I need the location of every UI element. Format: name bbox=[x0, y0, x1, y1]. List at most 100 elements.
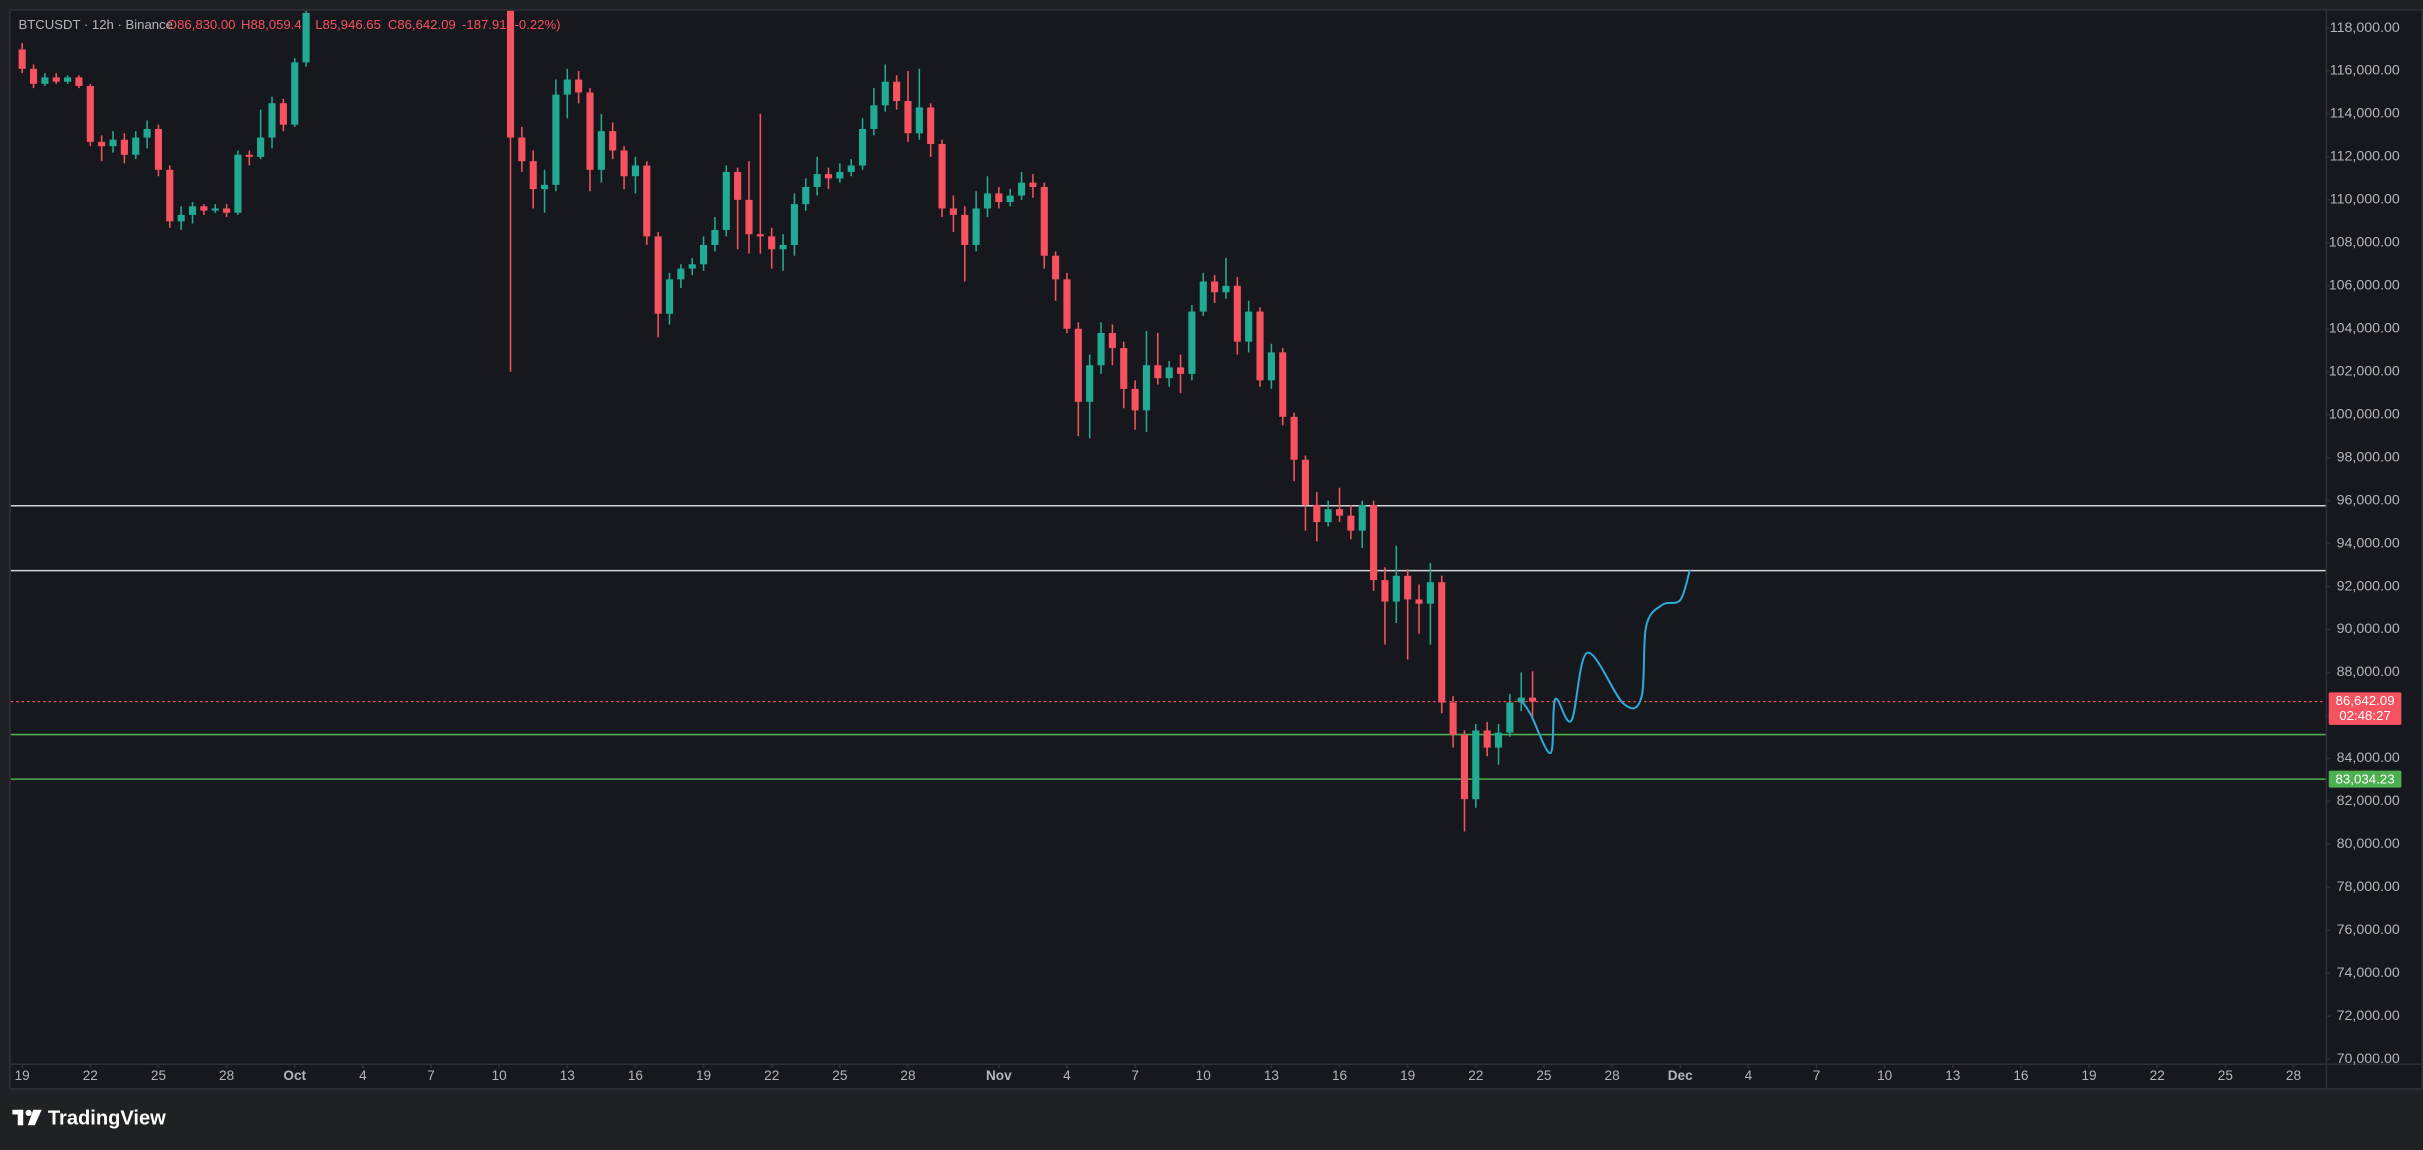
candle-body bbox=[188, 206, 197, 215]
candle-body bbox=[961, 214, 969, 245]
candle-body bbox=[1154, 365, 1162, 379]
candle-body bbox=[41, 77, 49, 84]
candle-body bbox=[143, 128, 151, 138]
last-price-box bbox=[2328, 692, 2402, 725]
candle-body bbox=[64, 77, 72, 82]
x-tick-label: 4 bbox=[359, 1068, 367, 1083]
candle-body bbox=[1211, 281, 1219, 293]
candle-body bbox=[211, 208, 219, 211]
candle-body bbox=[1358, 504, 1366, 531]
candle-body bbox=[575, 79, 583, 93]
candle-body bbox=[756, 234, 764, 237]
x-tick-label: 28 bbox=[219, 1068, 234, 1083]
candle-body bbox=[1381, 580, 1389, 602]
plot-area bbox=[10, 10, 2326, 832]
candle-body bbox=[1029, 182, 1037, 187]
x-tick-label: 28 bbox=[900, 1068, 915, 1083]
candle-body bbox=[1290, 416, 1298, 460]
price-label-box bbox=[2328, 770, 2402, 788]
candle-body bbox=[1074, 328, 1082, 402]
candle-body bbox=[1347, 515, 1355, 531]
ohlc-open: O86,830.00 bbox=[167, 17, 236, 32]
y-tick-label: 82,000.00 bbox=[2337, 793, 2400, 809]
y-tick-label: 110,000.00 bbox=[2330, 192, 2400, 208]
candle-body bbox=[1040, 186, 1048, 256]
y-tick-label: 92,000.00 bbox=[2337, 578, 2400, 594]
overlay: BTCUSDT · 12h · Binance O86,830.00 H88,0… bbox=[12, 17, 561, 1129]
y-tick-label: 78,000.00 bbox=[2337, 879, 2400, 895]
x-tick-label: 28 bbox=[1605, 1068, 1620, 1083]
candle-body bbox=[949, 208, 957, 215]
candle-body bbox=[279, 103, 287, 125]
candle-body bbox=[563, 79, 571, 95]
candle-body bbox=[597, 131, 605, 170]
candle-body bbox=[75, 77, 83, 87]
x-tick-label: 22 bbox=[2150, 1068, 2165, 1083]
candle-body bbox=[1188, 311, 1196, 374]
candle-body bbox=[1176, 367, 1185, 374]
candle-body bbox=[1313, 504, 1321, 523]
candle-body bbox=[223, 208, 231, 213]
y-tick-label: 72,000.00 bbox=[2337, 1008, 2400, 1024]
candle-body bbox=[109, 139, 117, 147]
candle-body bbox=[1392, 575, 1400, 602]
candle-body bbox=[18, 49, 26, 69]
candle-body bbox=[1097, 333, 1105, 366]
brand-name: TradingView bbox=[48, 1107, 166, 1129]
candle-body bbox=[790, 204, 798, 245]
candle-body bbox=[1449, 702, 1457, 735]
candle-body bbox=[802, 186, 810, 205]
x-tick-label: 19 bbox=[1400, 1068, 1415, 1083]
candle-body bbox=[506, 10, 515, 138]
y-tick-label: 80,000.00 bbox=[2337, 836, 2400, 852]
y-tick-label: 108,000.00 bbox=[2329, 235, 2400, 251]
candle-body bbox=[132, 137, 140, 155]
candle-body bbox=[745, 199, 753, 235]
candle-body bbox=[541, 184, 549, 190]
candle-body bbox=[893, 81, 901, 102]
x-tick-label: 19 bbox=[15, 1068, 30, 1083]
x-tick-label: 10 bbox=[1196, 1068, 1212, 1083]
x-tick-label: 25 bbox=[832, 1068, 847, 1083]
candle-body bbox=[847, 165, 855, 172]
x-tick-label: 22 bbox=[83, 1068, 98, 1083]
x-tick-label: 7 bbox=[427, 1068, 435, 1083]
y-tick-label: 102,000.00 bbox=[2329, 363, 2400, 379]
candle-body bbox=[688, 264, 696, 269]
x-tick-label: 16 bbox=[1332, 1068, 1347, 1083]
x-tick-label: 7 bbox=[1131, 1068, 1139, 1083]
x-tick-label: Nov bbox=[986, 1068, 1012, 1083]
x-tick-label: 28 bbox=[2286, 1068, 2301, 1083]
candle-body bbox=[1199, 281, 1207, 312]
candle-body bbox=[1267, 352, 1275, 381]
candle-body bbox=[711, 229, 719, 245]
y-tick-label: 116,000.00 bbox=[2330, 63, 2400, 79]
candle-body bbox=[1131, 388, 1139, 411]
last-price-label: 86,642.09 bbox=[2336, 693, 2395, 708]
y-tick-label: 94,000.00 bbox=[2337, 535, 2400, 551]
candle-body bbox=[779, 244, 787, 250]
x-tick-label: Dec bbox=[1668, 1068, 1693, 1083]
ohlc-close: C86,642.09 bbox=[388, 17, 456, 32]
axes: 70,000.00 72,000.00 74,000.00 76,000.00 78,0… bbox=[15, 20, 2402, 1083]
x-tick-label: 19 bbox=[2081, 1068, 2096, 1083]
y-tick-label: 114,000.00 bbox=[2330, 106, 2400, 122]
candle-body bbox=[631, 165, 639, 177]
candle-body bbox=[722, 171, 730, 230]
candle-body bbox=[166, 169, 174, 222]
x-tick-label: 19 bbox=[696, 1068, 711, 1083]
candle-body bbox=[654, 236, 662, 314]
candle-body bbox=[1063, 279, 1071, 329]
logo-dot bbox=[25, 1109, 32, 1116]
candle-body bbox=[1506, 702, 1514, 733]
candle-body bbox=[154, 128, 163, 170]
x-tick-label: 10 bbox=[492, 1068, 508, 1083]
candle-body bbox=[870, 105, 878, 129]
candle-body bbox=[927, 107, 935, 145]
candle-body bbox=[200, 206, 208, 211]
candle-body bbox=[620, 150, 628, 177]
candle-body bbox=[52, 77, 60, 82]
candle-body bbox=[1335, 509, 1344, 516]
